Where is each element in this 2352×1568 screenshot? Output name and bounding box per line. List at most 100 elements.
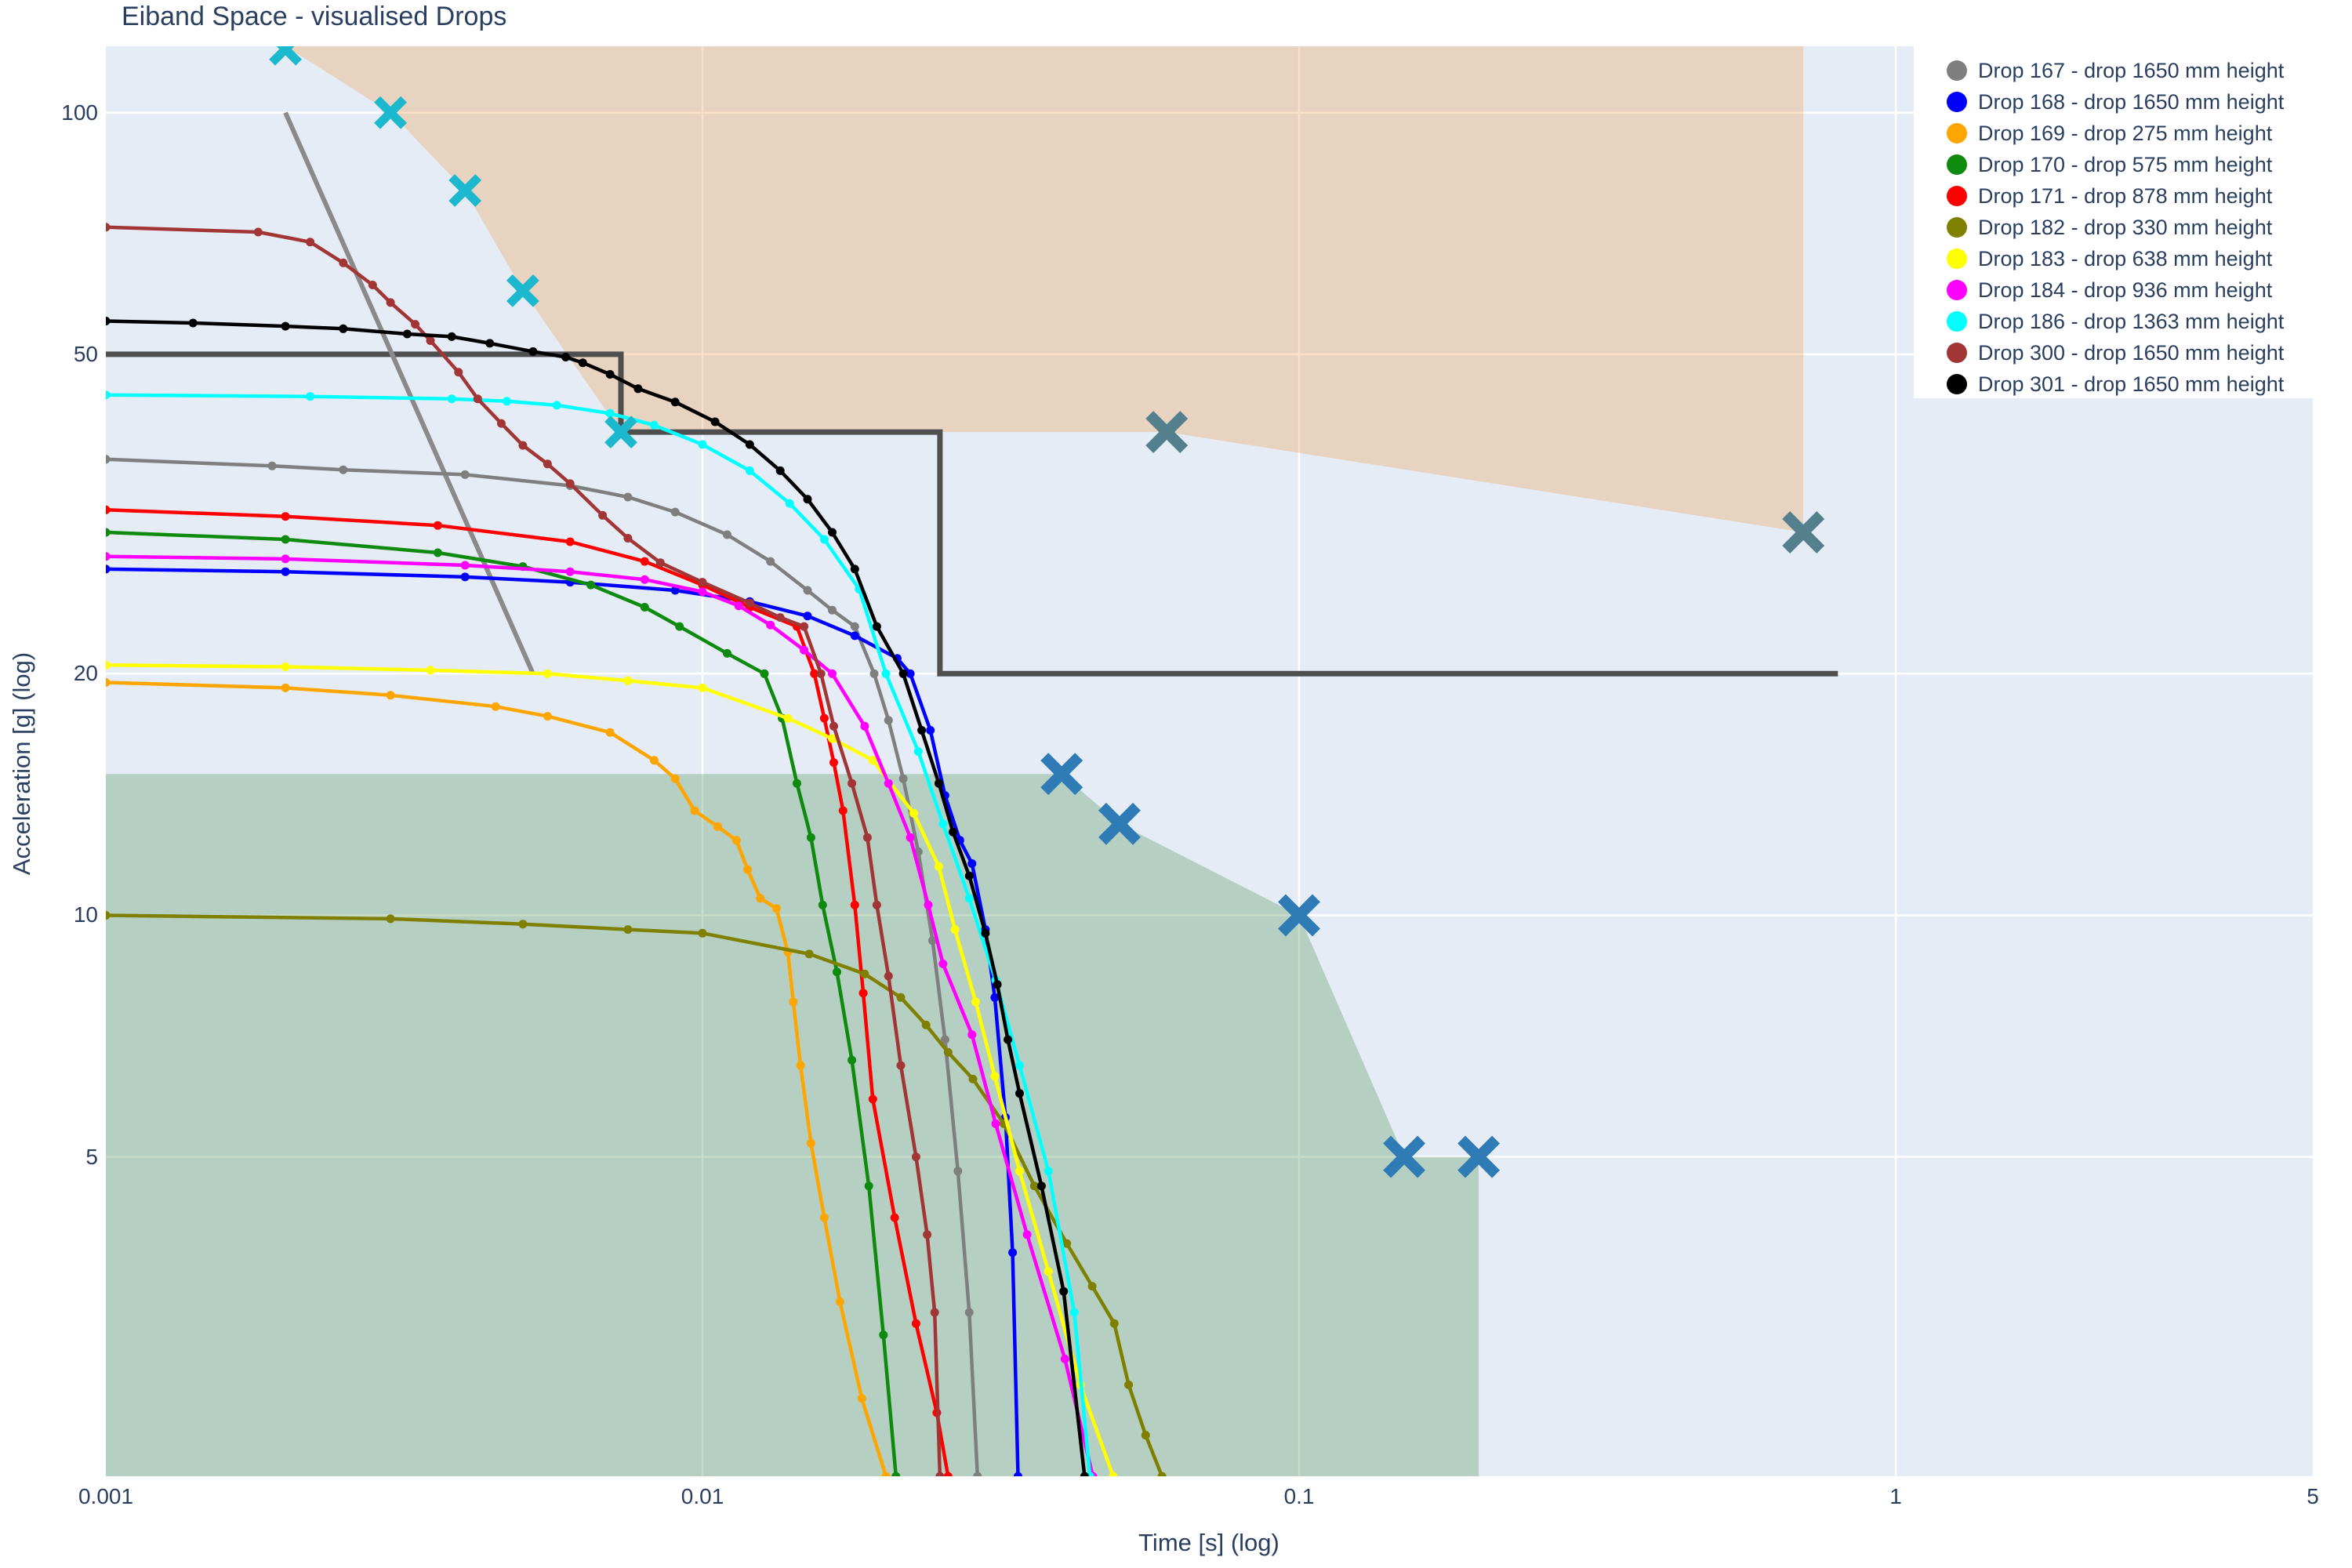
series-drop-300-drop-1650-mm-height-point [543,459,552,469]
series-drop-183-drop-638-mm-height-line [106,663,1116,1476]
series-drop-167-drop-1650-mm-height-point [940,1035,949,1044]
series-drop-300-drop-1650-mm-height [106,223,945,1476]
series-drop-170-drop-575-mm-height [106,528,901,1476]
y-tick-label-10: 10 [73,902,98,927]
legend-item-1[interactable]: Drop 167 - drop 1650 mm height [1914,55,2350,86]
series-drop-301-drop-1650-mm-height-point [935,779,943,788]
series-drop-184-drop-936-mm-height-point [924,900,933,909]
series-drop-168-drop-1650-mm-height-point [1014,1472,1022,1476]
series-drop-169-drop-275-mm-height-point [789,997,798,1007]
x-tick-label-5: 5 [2307,1484,2319,1508]
series-drop-301-drop-1650-mm-height-point [993,980,1002,989]
series-drop-300-drop-1650-mm-height-point [518,441,528,450]
series-drop-167-drop-1650-mm-height-point [869,669,879,678]
legend-item-label: Drop 169 - drop 275 mm height [1978,122,2273,145]
series-drop-184-drop-936-mm-height-point [1060,1354,1069,1363]
legend-item-2[interactable]: Drop 168 - drop 1650 mm height [1914,86,2350,118]
series-drop-300-drop-1650-mm-height-point [800,622,809,631]
series-drop-170-drop-575-mm-height-point [106,528,111,537]
legend-swatch-icon [1947,280,1967,300]
series-drop-186-drop-1363-mm-height-point [552,401,561,410]
legend-item-5[interactable]: Drop 171 - drop 878 mm height [1914,180,2350,212]
legend-item-10[interactable]: Drop 300 - drop 1650 mm height [1914,337,2350,368]
series-drop-183-drop-638-mm-height-point [543,669,552,678]
series-drop-169-drop-275-mm-height-point [690,806,699,815]
series-drop-169-drop-275-mm-height-point [806,1138,815,1148]
series-drop-301-drop-1650-mm-height-point [561,353,571,361]
series-drop-186-drop-1363-mm-height-point [1015,1061,1024,1070]
series-drop-168-drop-1650-mm-height-point [106,564,111,574]
legend-item-9[interactable]: Drop 186 - drop 1363 mm height [1914,306,2350,337]
series-drop-301-drop-1650-mm-height-point [485,339,495,348]
series-drop-301-drop-1650-mm-height-point [633,384,643,394]
series-drop-170-drop-575-mm-height-point [864,1181,873,1191]
series-drop-300-drop-1650-mm-height-point [496,419,506,428]
series-drop-300-drop-1650-mm-height-point [426,336,435,345]
legend-item-8[interactable]: Drop 184 - drop 936 mm height [1914,274,2350,306]
series-drop-171-drop-878-mm-height-point [819,713,829,723]
series-drop-301-drop-1650-mm-height-point [1080,1472,1089,1476]
series-drop-171-drop-878-mm-height-point [838,806,848,815]
series-drop-171-drop-878-mm-height-point [106,505,111,514]
series-drop-169-drop-275-mm-height-point [281,683,290,692]
series-drop-183-drop-638-mm-height-point [1015,1167,1024,1176]
series-drop-167-drop-1650-mm-height-point [850,622,859,631]
series-drop-186-drop-1363-mm-height-point [503,397,511,406]
series-drop-300-drop-1650-mm-height-point [862,833,872,842]
series-drop-169-drop-275-mm-height-point [743,865,752,874]
series-drop-301-drop-1650-mm-height-point [745,440,754,449]
series-drop-167-drop-1650-mm-height-point [964,1308,974,1317]
legend-item-6[interactable]: Drop 182 - drop 330 mm height [1914,212,2350,243]
series-drop-183-drop-638-mm-height-point [1109,1472,1118,1476]
series-drop-184-drop-936-mm-height-point [800,645,809,655]
series-drop-171-drop-878-mm-height-point [850,900,859,909]
injury-boundary-markers-right [1145,411,1825,554]
series-drop-301-drop-1650-mm-height-point [949,827,958,837]
legend-item-label: Drop 170 - drop 575 mm height [1978,153,2273,176]
series-drop-301-drop-1650-mm-height-point [1059,1287,1069,1296]
series-drop-167-drop-1650-mm-height-point [898,774,908,783]
injury-boundary-markers [269,46,637,448]
series-drop-300-drop-1650-mm-height-point [872,900,881,909]
legend-item-4[interactable]: Drop 170 - drop 575 mm height [1914,149,2350,180]
series-drop-182-drop-330-mm-height-point [1062,1239,1072,1248]
series-drop-169-drop-275-mm-height-point [881,1472,891,1476]
series-drop-300-drop-1650-mm-height-point [655,558,665,568]
legend-swatch-icon [1947,217,1967,238]
legend-swatch-icon [1947,249,1967,269]
series-drop-167-drop-1650-mm-height-point [828,605,837,615]
series-drop-169-drop-275-mm-height-point [756,894,765,903]
legend-item-7[interactable]: Drop 183 - drop 638 mm height [1914,243,2350,274]
series-drop-300-drop-1650-mm-height-point [306,238,315,247]
series-drop-184-drop-936-mm-height-point [991,1119,1000,1128]
legend-swatch-icon [1947,374,1967,394]
series-drop-186-drop-1363-mm-height-point [306,392,315,401]
series-drop-183-drop-638-mm-height-point [990,1072,1000,1081]
series-drop-300-drop-1650-mm-height-point [623,534,633,543]
x-axis-title: Time [s] (log) [1138,1529,1279,1556]
series-drop-170-drop-575-mm-height-point [818,900,827,909]
series-drop-300-drop-1650-mm-height-point [829,721,838,731]
series-drop-182-drop-330-mm-height-point [968,1074,978,1083]
series-drop-300-drop-1650-mm-height-point [775,613,785,622]
series-drop-169-drop-275-mm-height-point [731,836,741,845]
legend-swatch-icon [1947,311,1967,332]
series-drop-186-drop-1363-mm-height-point [881,669,891,678]
series-drop-300-drop-1650-mm-height-point [745,598,754,608]
legend-swatch-icon [1947,92,1967,112]
series-drop-171-drop-878-mm-height-point [829,758,838,768]
series-drop-168-drop-1650-mm-height-point [906,669,915,678]
series-drop-171-drop-878-mm-height-point [943,1472,953,1476]
limit-diagonal-line [283,111,535,675]
legend-swatch-icon [1947,60,1967,81]
series-drop-167-drop-1650-mm-height-point [339,465,348,474]
series-drop-170-drop-575-mm-height-line [106,530,898,1476]
safe-boundary-markers [1040,753,1501,1178]
series-drop-169-drop-275-mm-height-point [670,774,680,783]
legend-item-3[interactable]: Drop 169 - drop 275 mm height [1914,118,2350,149]
legend-item-11[interactable]: Drop 301 - drop 1650 mm height [1914,368,2350,400]
severe-injury-region [285,46,1804,532]
series-drop-184-drop-936-mm-height-point [565,567,575,576]
series-drop-300-drop-1650-mm-height-point [935,1472,945,1476]
series-drop-182-drop-330-mm-height-point [518,920,528,929]
